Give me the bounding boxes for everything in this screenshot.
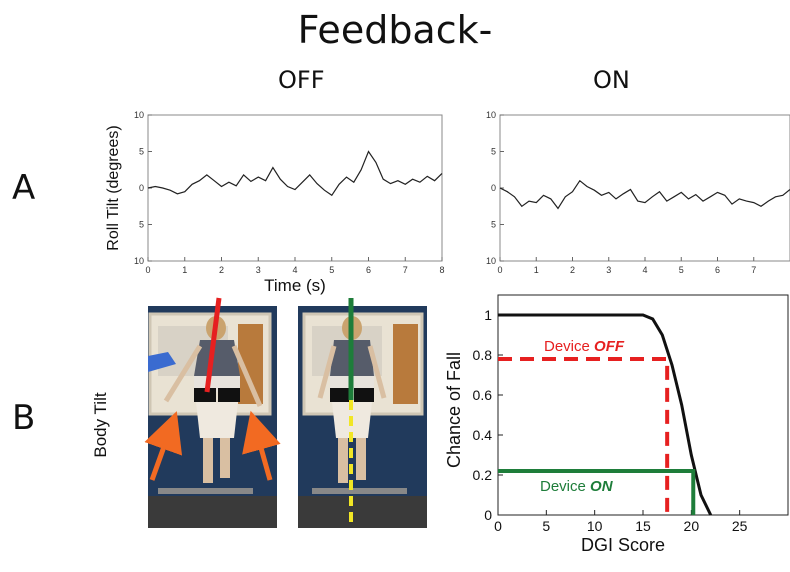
condition-off-label: OFF	[278, 66, 325, 94]
y-tick-label: 10	[486, 256, 496, 266]
x-tick-label: 6	[715, 265, 720, 275]
x-tick-label: 5	[679, 265, 684, 275]
y-tick-label: 0.4	[473, 427, 493, 443]
y-tick-label: 5	[139, 220, 144, 230]
device-off-state: OFF	[594, 338, 625, 355]
x-tick-label: 7	[751, 265, 756, 275]
y-axis-label: Chance of Fall	[444, 352, 464, 468]
series-line	[499, 179, 790, 210]
x-tick-label: 1	[182, 265, 187, 275]
x-tick-label: 5	[329, 265, 334, 275]
device-on-prefix: Device	[540, 478, 590, 495]
x-axis-label: Time (s)	[264, 276, 326, 295]
photo-feedback-on	[298, 306, 427, 528]
x-tick-label: 7	[403, 265, 408, 275]
y-axis-label: Roll Tilt (degrees)	[105, 125, 122, 250]
arrow-left-orange	[144, 411, 183, 481]
y-tick-label: 5	[139, 147, 144, 157]
x-tick-label: 15	[635, 518, 651, 534]
y-tick-label: 0	[484, 507, 492, 523]
device-on-line	[498, 469, 696, 515]
y-tick-label: 0.6	[473, 387, 493, 403]
device-off-line	[498, 357, 670, 515]
x-tick-label: 0	[145, 265, 150, 275]
series-line	[147, 150, 443, 197]
figure-title: Feedback-	[297, 8, 493, 52]
y-tick-label: 10	[134, 256, 144, 266]
tilt-line-off	[204, 297, 222, 393]
x-tick-label: 2	[570, 265, 575, 275]
x-tick-label: 8	[439, 265, 444, 275]
y-tick-label: 0	[139, 183, 144, 193]
x-tick-label: 20	[684, 518, 700, 534]
x-tick-label: 25	[732, 518, 748, 534]
x-tick-label: 3	[606, 265, 611, 275]
y-tick-label: 10	[486, 110, 496, 120]
y-tick-label: 5	[491, 147, 496, 157]
x-tick-label: 0	[497, 265, 502, 275]
device-off-prefix: Device	[544, 338, 594, 355]
row-b-label: B	[12, 398, 36, 438]
y-tick-label: 1	[484, 307, 492, 323]
photo-on-illustration	[298, 306, 427, 528]
x-tick-label: 4	[642, 265, 647, 275]
x-tick-label: 4	[292, 265, 297, 275]
y-tick-label: 0.8	[473, 347, 493, 363]
x-tick-label: 0	[494, 518, 502, 534]
y-tick-label: 0.2	[473, 467, 493, 483]
x-tick-label: 5	[542, 518, 550, 534]
x-tick-label: 3	[256, 265, 261, 275]
y-tick-label: 5	[491, 220, 496, 230]
row-a-label: A	[12, 168, 36, 208]
device-off-label: Device OFF	[544, 338, 625, 355]
device-on-label: Device ON	[540, 478, 614, 495]
y-tick-label: 10	[134, 110, 144, 120]
arrow-right-orange	[242, 410, 281, 481]
x-axis-label: DGI Score	[581, 535, 665, 555]
x-tick-label: 6	[366, 265, 371, 275]
series-line	[498, 313, 713, 516]
x-tick-label: 10	[587, 518, 603, 534]
x-tick-label: 2	[219, 265, 224, 275]
condition-on-label: ON	[593, 66, 630, 94]
x-tick-label: 1	[534, 265, 539, 275]
y-tick-label: 0	[491, 183, 496, 193]
device-on-state: ON	[590, 478, 614, 495]
